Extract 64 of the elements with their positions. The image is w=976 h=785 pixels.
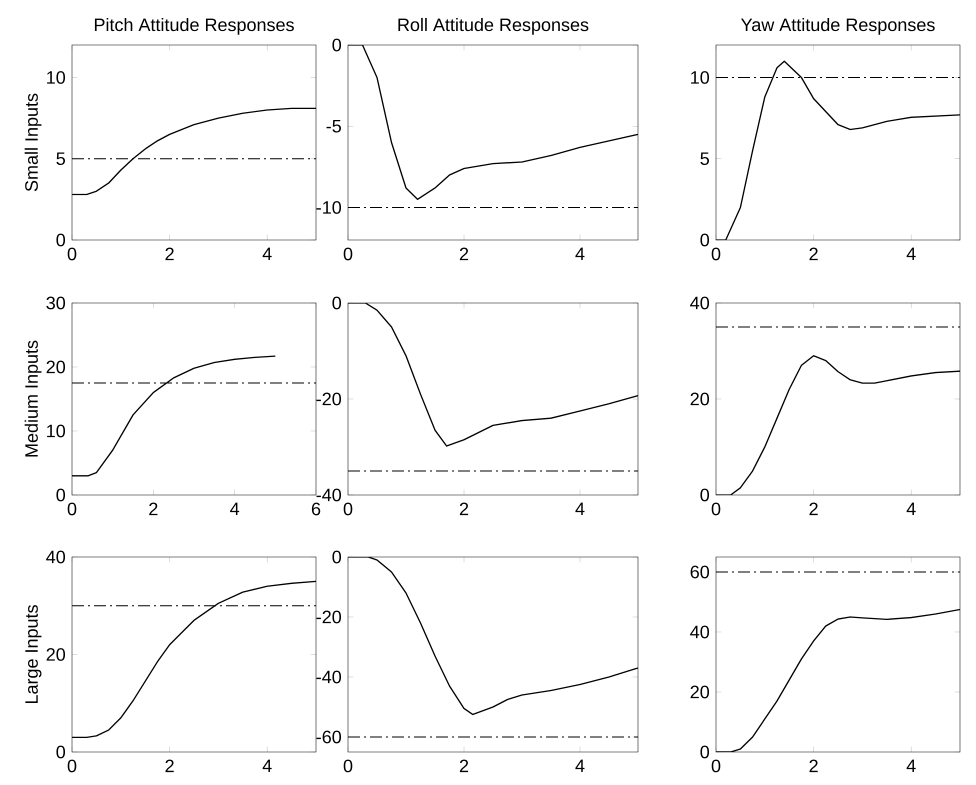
- y-tick-label: 0: [332, 550, 342, 564]
- y-tick-label: 0: [700, 234, 710, 246]
- x-tick-label: 4: [906, 248, 916, 260]
- y-tick-label: 0: [332, 38, 342, 52]
- y-tick-label: 5: [700, 152, 709, 166]
- x-tick-label: 0: [68, 248, 76, 260]
- y-tick-label: 40: [690, 296, 710, 310]
- y-axis-title: Large Inputs: [25, 605, 42, 704]
- x-tick-label: 0: [344, 760, 352, 772]
- y-tick-label: 40: [690, 626, 710, 638]
- x-tick-label: 0: [712, 248, 720, 260]
- x-tick-label: 6: [312, 502, 320, 516]
- x-tick-label: 4: [575, 760, 584, 772]
- x-tick-label: 0: [68, 502, 76, 516]
- x-tick-label: 4: [262, 248, 272, 260]
- y-tick-label: 20: [690, 686, 710, 698]
- x-tick-label: 0: [712, 502, 720, 516]
- y-tick-label: 20: [46, 648, 66, 661]
- x-tick-label: 4: [906, 502, 916, 515]
- y-tick-label: 20: [690, 392, 710, 406]
- y-tick-label: -20: [316, 392, 342, 406]
- x-tick-label: 0: [712, 760, 720, 772]
- chart-title: Yaw Attitude Responses: [741, 18, 935, 35]
- x-tick-label: 2: [149, 502, 158, 516]
- x-tick-label: 0: [68, 760, 76, 772]
- y-tick-label: -5: [326, 120, 341, 133]
- y-tick-label: 0: [56, 488, 66, 502]
- y-tick-label: 10: [691, 71, 710, 84]
- y-tick-label: 0: [56, 746, 66, 758]
- x-tick-label: 4: [262, 760, 272, 772]
- x-tick-label: 2: [460, 502, 468, 516]
- x-tick-label: 4: [230, 502, 240, 515]
- y-tick-label: 30: [46, 296, 66, 310]
- x-tick-label: 0: [344, 502, 352, 516]
- y-tick-label: 0: [700, 746, 710, 758]
- y-tick-label: 60: [690, 566, 710, 578]
- y-tick-label: 40: [46, 550, 66, 564]
- y-tick-label: 10: [47, 71, 66, 84]
- y-tick-label: 0: [700, 488, 710, 502]
- chart-title: Roll Attitude Responses: [398, 18, 588, 35]
- x-tick-label: 0: [344, 248, 352, 260]
- y-tick-label: 10: [47, 424, 66, 438]
- y-tick-label: -10: [316, 201, 342, 214]
- chart-title: Pitch Attitude Responses: [94, 18, 294, 35]
- x-tick-label: 2: [809, 248, 818, 260]
- x-tick-label: 2: [460, 760, 468, 772]
- x-tick-label: 2: [165, 248, 174, 260]
- x-tick-label: 2: [166, 760, 174, 772]
- y-tick-label: 0: [332, 296, 342, 310]
- y-tick-label: -20: [316, 610, 342, 624]
- y-tick-label: -40: [316, 670, 342, 684]
- y-tick-label: 5: [56, 152, 65, 166]
- x-tick-label: 2: [809, 502, 818, 516]
- y-axis-title: Medium Inputs: [24, 340, 42, 457]
- x-tick-label: 4: [906, 760, 916, 772]
- x-tick-label: 4: [575, 502, 584, 515]
- y-tick-label: 20: [46, 360, 66, 374]
- y-tick-label: -40: [316, 488, 342, 502]
- x-tick-label: 2: [809, 760, 818, 772]
- y-axis-title: Small Inputs: [24, 94, 42, 192]
- y-tick-label: 0: [56, 234, 66, 246]
- x-tick-label: 2: [460, 248, 468, 260]
- x-tick-label: 4: [575, 248, 584, 260]
- y-tick-label: -60: [316, 730, 342, 744]
